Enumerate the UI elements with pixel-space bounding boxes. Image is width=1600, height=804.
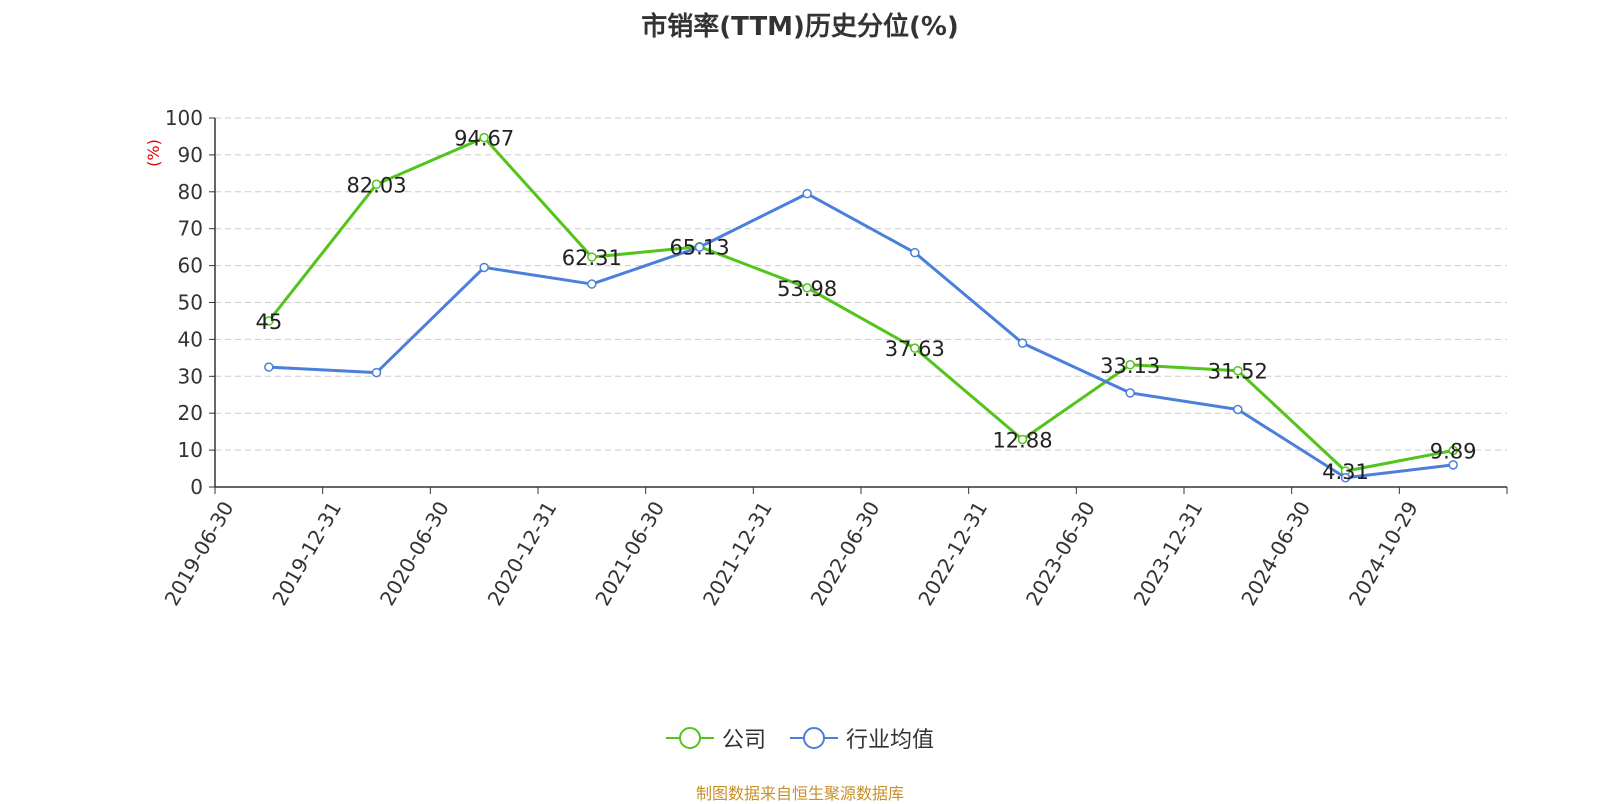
data-point — [910, 343, 920, 353]
x-tick-label: 2021-12-31 — [698, 497, 777, 610]
data-label: 62.31 — [562, 246, 622, 270]
data-label: 37.63 — [885, 337, 945, 361]
x-tick-label: 2021-06-30 — [590, 497, 669, 610]
data-label: 4.31 — [1322, 460, 1369, 484]
data-point — [1233, 365, 1243, 376]
gridlines — [215, 117, 1507, 451]
data-point — [1017, 434, 1028, 445]
data-label: 65.13 — [669, 236, 729, 260]
y-tick-label: 40 — [178, 327, 203, 351]
legend-label: 行业均值 — [846, 728, 935, 753]
data-point — [1125, 388, 1135, 398]
data-point — [587, 279, 597, 289]
y-tick-label: 20 — [178, 401, 203, 425]
data-point — [371, 367, 382, 378]
y-tick-label: 10 — [178, 438, 203, 462]
chart-title: 市销率(TTM)历史分位(%) — [641, 12, 959, 42]
y-tick-label: 60 — [178, 254, 203, 278]
data-source-note: 制图数据来自恒生聚源数据库 — [695, 784, 904, 803]
y-tick-label: 100 — [165, 106, 203, 130]
data-point — [1233, 404, 1243, 415]
x-tick-label: 2023-06-30 — [1021, 497, 1100, 610]
data-point — [479, 262, 489, 273]
data-point — [802, 283, 812, 293]
legend-swatch-icon — [665, 726, 714, 750]
series — [264, 132, 1458, 483]
y-axis-label: (%) — [144, 139, 163, 167]
series-line-industry-average — [268, 192, 1454, 480]
data-label: 9.89 — [1430, 440, 1477, 464]
y-tick-label: 30 — [178, 364, 203, 388]
data-point — [1017, 338, 1028, 348]
legend-item-company[interactable]: 公司 — [665, 722, 766, 754]
data-label: 12.88 — [992, 428, 1052, 452]
x-tick-label: 2019-06-30 — [160, 497, 239, 610]
data-point — [910, 247, 920, 258]
y-tick-label: 50 — [178, 291, 203, 315]
x-tick-label: 2020-06-30 — [375, 497, 454, 610]
data-labels: 45 82.03 94.67 62.31 65.13 53.98 37.63 12.88 33.… — [255, 127, 1476, 484]
legend: 公司 行业均值 — [0, 722, 1600, 754]
series-line-company — [267, 136, 1454, 473]
data-label: 82.03 — [346, 173, 406, 197]
data-point — [587, 252, 597, 262]
x-tick-label: 2020-12-31 — [483, 497, 562, 610]
data-point — [1125, 360, 1135, 370]
x-tick-label: 2024-10-29 — [1344, 497, 1423, 610]
x-tick-label: 2024-06-30 — [1236, 497, 1315, 610]
legend-label: 公司 — [721, 728, 766, 753]
data-point — [1340, 473, 1351, 483]
data-point — [264, 316, 274, 326]
data-label: 94.67 — [454, 127, 514, 151]
data-point — [264, 362, 274, 372]
data-label: 53.98 — [777, 277, 837, 301]
data-point — [694, 242, 705, 252]
x-tick-label: 2023-12-31 — [1129, 497, 1208, 610]
data-label: 45 — [255, 310, 282, 334]
data-point — [802, 188, 812, 199]
y-tick-label: 90 — [178, 143, 203, 167]
data-label: 33.13 — [1100, 354, 1160, 378]
data-point — [1448, 445, 1458, 456]
x-tick-label: 2022-06-30 — [806, 497, 885, 610]
y-tick-label: 80 — [178, 180, 203, 204]
y-tick-label: 70 — [178, 217, 203, 241]
legend-item-industry-average[interactable]: 行业均值 — [790, 722, 934, 754]
x-tick-label: 2022-12-31 — [913, 497, 992, 610]
x-tick-label: 2019-12-31 — [267, 497, 346, 610]
data-point — [371, 179, 382, 190]
data-point — [479, 132, 489, 143]
legend-swatch-icon — [790, 726, 838, 750]
data-point — [1448, 460, 1458, 470]
data-label: 31.52 — [1208, 360, 1268, 384]
y-tick-label: 0 — [190, 475, 203, 499]
